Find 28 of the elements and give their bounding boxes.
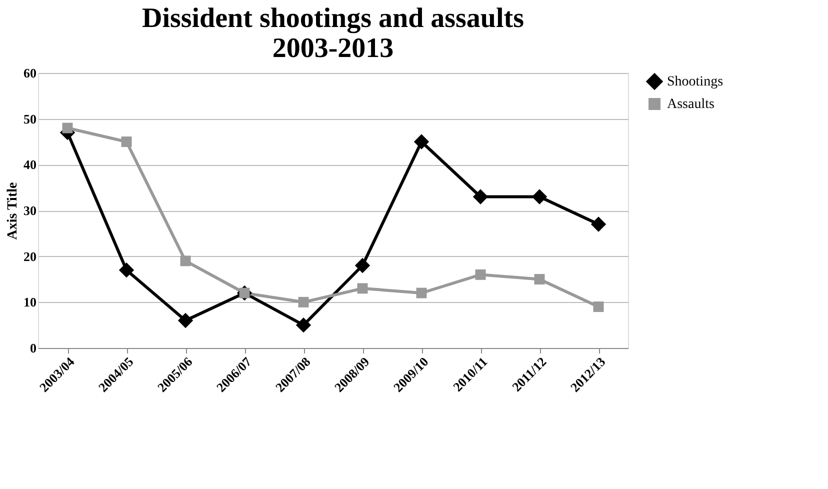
point (534, 274, 545, 284)
point (414, 134, 430, 150)
point (590, 216, 606, 232)
point (62, 122, 73, 134)
point (178, 312, 194, 328)
point (118, 262, 134, 278)
y-axis-title: Axis Title (6, 182, 20, 240)
y-tick-label: 50 (24, 111, 36, 126)
point (475, 269, 486, 280)
point (593, 302, 604, 312)
legend-label: Assaults (667, 97, 714, 112)
point (416, 288, 427, 298)
y-tick-label: 20 (24, 248, 36, 264)
point (357, 283, 368, 294)
legend-label: Shootings (667, 74, 724, 90)
point (121, 136, 132, 147)
chart-title: Dissident shootings and assaults 2003-2013 (142, 3, 524, 64)
point (354, 258, 370, 274)
point (532, 189, 548, 204)
y-tick-label: 0 (30, 340, 36, 356)
y-tick-label: 60 (24, 66, 36, 80)
point (180, 256, 191, 266)
point (298, 296, 309, 308)
point (472, 189, 488, 204)
y-tick-label: 30 (24, 203, 36, 218)
y-tick-label: 10 (24, 294, 36, 310)
point (296, 318, 312, 333)
y-tick-label: 40 (24, 157, 36, 172)
